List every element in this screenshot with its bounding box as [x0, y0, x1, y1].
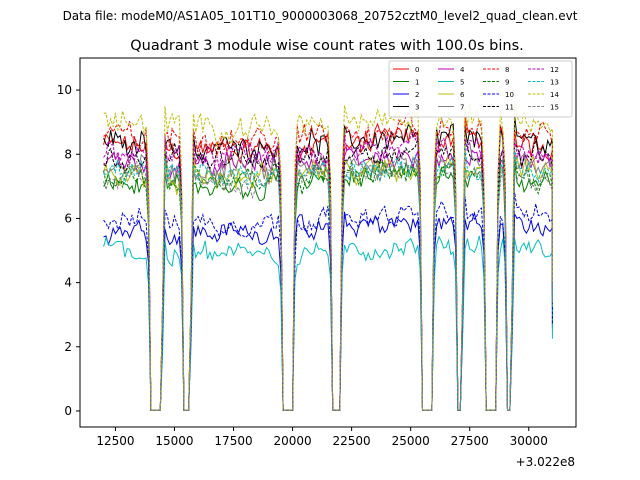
x-axis: 12500 15000 17500 20000 22500 25000 27500 30000: [96, 427, 548, 448]
legend-label-4: 4: [460, 66, 465, 74]
legend-label-2: 2: [415, 91, 419, 99]
legend-label-14: 14: [550, 91, 559, 99]
legend-label-15: 15: [550, 104, 559, 112]
y-axis: 0 2 4 6 8 10: [57, 83, 80, 418]
legend-label-3: 3: [415, 104, 419, 112]
legend-label-5: 5: [460, 79, 464, 87]
x-tick-label: 22500: [333, 434, 371, 448]
x-tick-label: 27500: [451, 434, 489, 448]
y-tick-label: 10: [57, 83, 72, 97]
series-line-12: [103, 131, 553, 411]
legend-label-13: 13: [550, 79, 559, 87]
legend-label-6: 6: [460, 91, 465, 99]
y-tick-label: 2: [64, 340, 72, 354]
legend-label-10: 10: [505, 91, 514, 99]
plot-area: [79, 57, 577, 428]
suptitle: Data file: modeM0/AS1A05_101T10_90000030…: [63, 9, 578, 23]
series-line-5: [103, 235, 553, 411]
x-tick-label: 17500: [214, 434, 252, 448]
y-tick-label: 8: [64, 147, 72, 161]
y-tick-label: 0: [64, 404, 72, 418]
y-tick-label: 4: [64, 276, 72, 290]
legend-box: [388, 60, 573, 118]
x-tick-label: 15000: [155, 434, 193, 448]
series-line-10: [103, 192, 553, 411]
legend-label-7: 7: [460, 104, 464, 112]
legend-label-12: 12: [550, 66, 559, 74]
legend-label-9: 9: [505, 79, 509, 87]
legend-label-1: 1: [415, 79, 419, 87]
x-tick-label: 25000: [392, 434, 430, 448]
series-line-2: [103, 211, 553, 411]
x-tick-label: 20000: [273, 434, 311, 448]
x-tick-label: 30000: [510, 434, 548, 448]
chart-title: Quadrant 3 module wise count rates with …: [130, 38, 524, 54]
series-line-11: [103, 138, 553, 411]
series-line-13: [103, 144, 553, 411]
series-lines: [103, 101, 553, 411]
series-line-15: [103, 154, 553, 411]
x-offset-label: +3.022e8: [516, 455, 575, 469]
legend-label-8: 8: [505, 66, 509, 74]
legend-label-0: 0: [415, 66, 419, 74]
series-line-14: [103, 101, 553, 411]
x-tick-label: 12500: [96, 434, 134, 448]
y-tick-label: 6: [64, 211, 72, 225]
legend-label-11: 11: [505, 104, 514, 112]
axes-frame: [79, 57, 577, 428]
